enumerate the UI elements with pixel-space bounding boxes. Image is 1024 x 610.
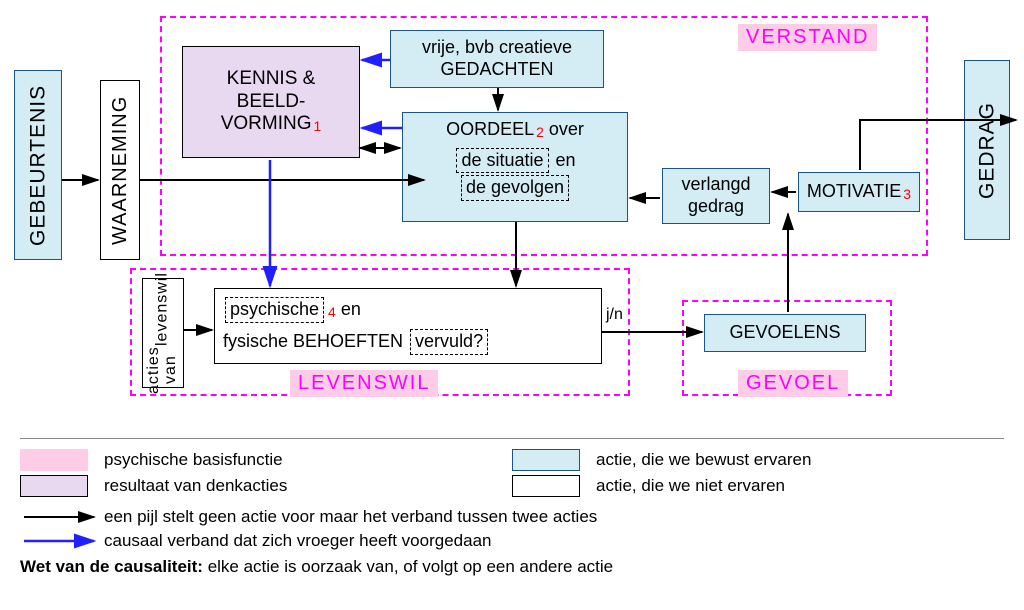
verlangd-l1: verlangd <box>681 174 750 196</box>
legend-text-0: psychische basisfunctie <box>104 450 283 470</box>
oordeel-title-post: over <box>544 119 584 139</box>
node-gebeurtenis-label: GEBEURTENIS <box>15 71 61 259</box>
legend-arrow-black-icon <box>20 509 104 525</box>
legend-swatch-blue <box>512 449 580 471</box>
behoeften-line2: fysische BEHOEFTEN <box>223 331 408 351</box>
legend-arrow-black-text: een pijl stelt geen actie voor maar het … <box>104 507 597 527</box>
legend-separator <box>20 438 1004 439</box>
gedachten-l2: GEDACHTEN <box>440 59 553 81</box>
legend-arrow-blue-text: causaal verband dat zich vroeger heeft v… <box>104 531 491 551</box>
motivatie-sup: 3 <box>903 186 911 202</box>
node-acties: acties van levenswil <box>142 278 184 388</box>
legend-law-label: Wet van de causaliteit: <box>20 557 203 576</box>
kennis-sup: 1 <box>313 118 321 134</box>
legend-arrow-blue-icon <box>20 533 104 549</box>
oordeel-title-pre: OORDEEL <box>446 119 534 139</box>
legend-text-1: resultaat van denkacties <box>104 476 287 496</box>
node-gedrag-label: GEDRAG <box>965 61 1009 239</box>
oordeel-sup: 2 <box>536 124 544 140</box>
kennis-line3: VORMING <box>221 113 312 134</box>
motivatie-text: MOTIVATIE <box>807 181 901 201</box>
node-verlangd: verlangd gedrag <box>662 168 770 224</box>
legend-text-3: actie, die we niet ervaren <box>596 476 785 496</box>
oordeel-sub-gevolgen: de gevolgen <box>461 175 569 201</box>
behoeften-vervuld: vervuld? <box>410 329 488 355</box>
node-gebeurtenis: GEBEURTENIS <box>14 70 62 260</box>
behoeften-sup: 4 <box>328 304 336 320</box>
region-label-verstand: VERSTAND <box>738 24 877 51</box>
node-motivatie: MOTIVATIE3 <box>798 172 920 212</box>
behoeften-mid: en <box>336 299 361 319</box>
node-waarneming-label: WAARNEMING <box>101 81 139 259</box>
node-behoeften: psychische4 en fysische BEHOEFTEN vervul… <box>214 288 602 364</box>
oordeel-sub1-post: en <box>551 150 576 170</box>
legend: psychische basisfunctie resultaat van de… <box>20 438 1004 577</box>
node-kennis: KENNIS & BEELD- VORMING1 <box>182 46 360 158</box>
node-gedrag: GEDRAG <box>964 60 1010 240</box>
acties-l1: acties van <box>146 346 180 394</box>
region-label-levenswil: LEVENSWIL <box>290 370 438 397</box>
legend-swatch-pink <box>20 449 88 471</box>
behoeften-psych: psychische <box>225 297 324 323</box>
gedachten-l1: vrije, bvb creatieve <box>422 37 572 59</box>
node-waarneming: WAARNEMING <box>100 80 140 260</box>
acties-l2: levenswil <box>155 272 172 346</box>
legend-swatch-white <box>512 475 580 497</box>
region-label-gevoel: GEVOEL <box>738 370 848 397</box>
node-oordeel: OORDEEL2 over de situatie en de gevolgen <box>402 112 628 222</box>
oordeel-sub-situatie: de situatie <box>456 148 548 174</box>
kennis-line2: BEELD- <box>237 91 306 112</box>
verlangd-l2: gedrag <box>688 196 744 218</box>
label-jn: j/n <box>606 306 623 324</box>
legend-text-2: actie, die we bewust ervaren <box>596 450 811 470</box>
node-gedachten: vrije, bvb creatieve GEDACHTEN <box>390 30 604 88</box>
node-gevoelens: GEVOELENS <box>704 314 866 352</box>
legend-law-text: elke actie is oorzaak van, of volgt op e… <box>203 557 613 576</box>
kennis-line1: KENNIS & <box>227 68 316 89</box>
legend-swatch-lavender <box>20 475 88 497</box>
diagram-canvas: VERSTAND LEVENSWIL GEVOEL GEBEURTENIS WA… <box>0 0 1024 610</box>
gevoelens-text: GEVOELENS <box>729 322 840 344</box>
